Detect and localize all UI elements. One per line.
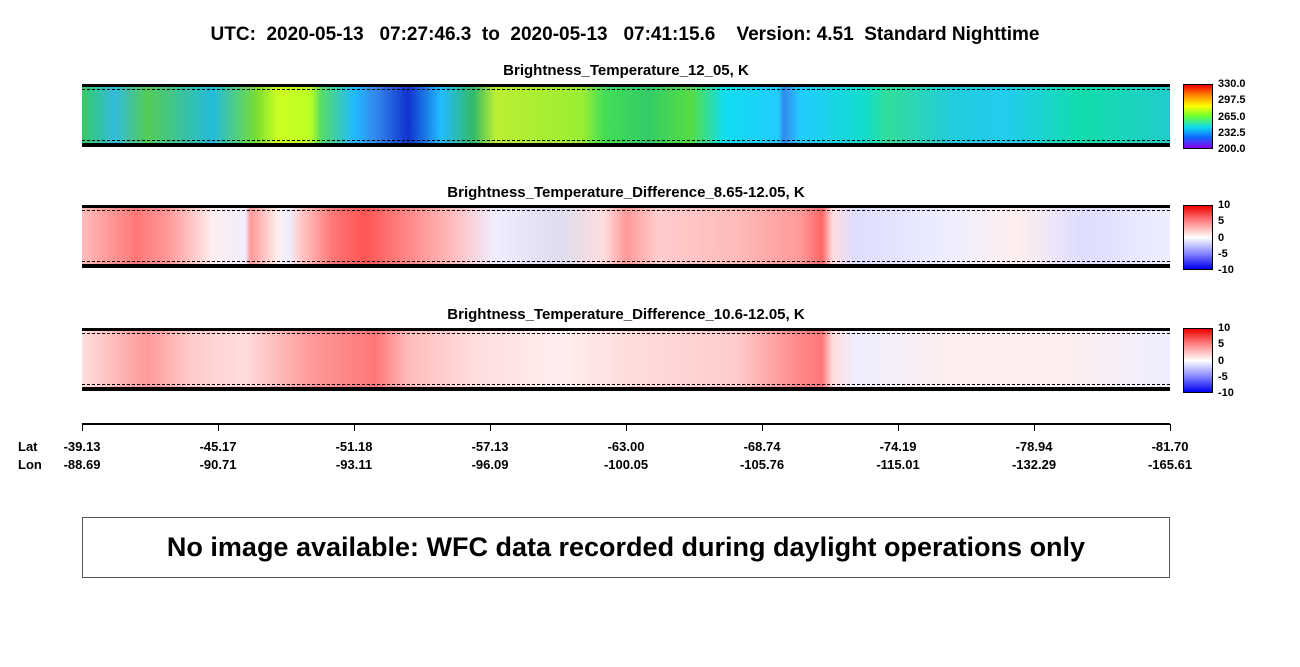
heatmap-image	[82, 205, 1170, 268]
colorbar	[1183, 328, 1213, 393]
colorbar	[1183, 84, 1213, 149]
tick-mark	[898, 424, 899, 431]
message: No image available: WFC data recorded du…	[82, 517, 1170, 578]
colorbar-label: -5	[1218, 370, 1228, 383]
colorbar-label: 5	[1218, 215, 1225, 228]
colorbar-label: 0	[1218, 354, 1225, 367]
lat-label: -81.70	[1151, 439, 1189, 454]
lat-label: -78.94	[1015, 439, 1053, 454]
tick-mark	[218, 424, 219, 431]
colorbar-label: -10	[1218, 264, 1234, 276]
colorbar-label: 297.5	[1218, 94, 1246, 107]
lon-label: -100.05	[603, 457, 649, 472]
panel-title: Brightness_Temperature_Difference_10.6-1…	[447, 306, 805, 323]
axis-label: Lat	[18, 439, 38, 454]
tick-mark	[354, 424, 355, 431]
lat-label: -57.13	[471, 439, 509, 454]
lon-label: -132.29	[1011, 457, 1057, 472]
title: UTC: 2020-05-13 07:27:46.3 to 2020-05-13…	[210, 24, 1040, 45]
tick-mark	[490, 424, 491, 431]
colorbar-label: 232.5	[1218, 126, 1246, 139]
lat-label: -68.74	[743, 439, 781, 454]
lon-label: -115.01	[876, 457, 920, 472]
heatmap-image	[82, 328, 1170, 391]
colorbar-label: 10	[1218, 199, 1231, 211]
heatmap-image	[82, 84, 1170, 147]
tick-mark	[1034, 424, 1035, 431]
lon-label: -165.61	[1147, 457, 1193, 472]
colorbar-label: -10	[1218, 387, 1234, 399]
colorbar-label: 0	[1218, 231, 1225, 244]
lat-label: -74.19	[879, 439, 917, 454]
lat-label: -51.18	[335, 439, 373, 454]
colorbar-label: 5	[1218, 338, 1225, 351]
lon-label: -88.69	[63, 457, 101, 472]
lat-label: -45.17	[199, 439, 237, 454]
colorbar-label: 330.0	[1218, 78, 1246, 90]
panel-title: Brightness_Temperature_Difference_8.65-1…	[447, 184, 805, 201]
lon-label: -105.76	[739, 457, 785, 472]
axis-label: Lon	[18, 457, 42, 472]
colorbar-label: -5	[1218, 247, 1228, 260]
colorbar-label: 200.0	[1218, 143, 1246, 155]
tick-mark	[626, 424, 627, 431]
colorbar	[1183, 205, 1213, 270]
panel-title: Brightness_Temperature_12_05, K	[503, 62, 749, 79]
tick-mark	[82, 424, 83, 431]
tick-mark	[762, 424, 763, 431]
lon-label: -96.09	[471, 457, 509, 472]
lat-label: -63.00	[607, 439, 645, 454]
lat-label: -39.13	[63, 439, 101, 454]
lon-label: -90.71	[199, 457, 237, 472]
colorbar-label: 265.0	[1218, 110, 1246, 123]
colorbar-label: 10	[1218, 322, 1231, 334]
tick-mark	[1170, 424, 1171, 431]
lon-label: -93.11	[335, 457, 373, 472]
